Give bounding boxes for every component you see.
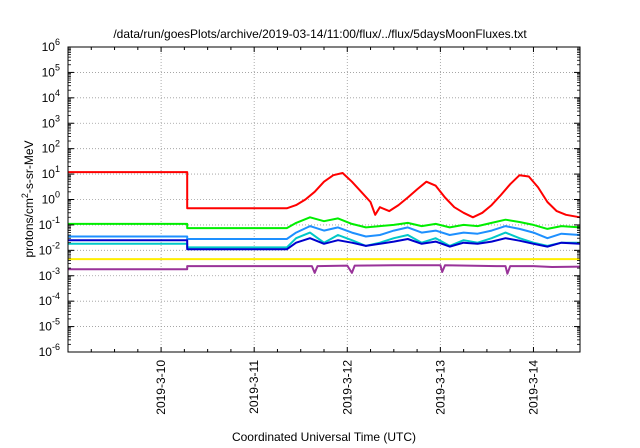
y-axis-label-rest: -s-sr-MeV bbox=[22, 140, 36, 193]
y-tick-base: 10 bbox=[42, 193, 56, 207]
series-line-1 bbox=[68, 171, 581, 219]
y-tick-label: 10-1 bbox=[39, 215, 60, 232]
y-tick-label: 10-3 bbox=[39, 266, 60, 283]
y-tick-label: 10-2 bbox=[39, 240, 60, 257]
y-tick-label: 102 bbox=[42, 139, 60, 156]
y-tick-label: 103 bbox=[42, 113, 60, 130]
y-tick-label: 101 bbox=[42, 164, 60, 181]
y-tick-exp: -5 bbox=[52, 317, 60, 327]
y-axis-label-exp: 2 bbox=[20, 193, 30, 198]
y-tick-label: 105 bbox=[42, 62, 60, 79]
y-tick-exp: -4 bbox=[52, 291, 60, 301]
y-tick-label: 10-4 bbox=[39, 291, 60, 308]
y-tick-base: 10 bbox=[42, 116, 56, 130]
y-tick-exp: -2 bbox=[52, 240, 60, 250]
y-tick-exp: 4 bbox=[55, 88, 60, 98]
y-tick-exp: 1 bbox=[55, 164, 60, 174]
y-tick-exp: 0 bbox=[55, 190, 60, 200]
y-tick-exp: 5 bbox=[55, 62, 60, 72]
y-tick-exp: 3 bbox=[55, 113, 60, 123]
y-tick-exp: -1 bbox=[52, 215, 60, 225]
y-tick-base: 10 bbox=[39, 243, 53, 257]
x-tick-label: 2019-3-13 bbox=[433, 360, 447, 415]
plot-frame bbox=[67, 46, 581, 353]
x-tick-label: 2019-3-14 bbox=[526, 360, 540, 415]
y-tick-label: 106 bbox=[42, 37, 60, 54]
y-tick-base: 10 bbox=[39, 345, 53, 359]
y-tick-base: 10 bbox=[39, 269, 53, 283]
series-line-5 bbox=[68, 237, 581, 251]
axes bbox=[67, 46, 581, 353]
x-tick-label: 2019-3-10 bbox=[154, 360, 168, 415]
y-tick-base: 10 bbox=[39, 294, 53, 308]
x-tick-label: 2019-3-11 bbox=[247, 360, 261, 414]
chart-title: /data/run/goesPlots/archive/2019-03-14/1… bbox=[113, 27, 527, 41]
x-tick-label: 2019-3-12 bbox=[340, 360, 354, 415]
y-tick-base: 10 bbox=[42, 40, 56, 54]
x-tick-labels: 2019-3-10 2019-3-11 2019-3-12 2019-3-13 2019… bbox=[154, 360, 540, 415]
y-tick-exp: -6 bbox=[52, 342, 60, 352]
y-tick-exp: 6 bbox=[55, 37, 60, 47]
y-tick-exp: 2 bbox=[55, 139, 60, 149]
x-axis-label: Coordinated Universal Time (UTC) bbox=[232, 430, 416, 444]
y-tick-base: 10 bbox=[42, 142, 56, 156]
y-tick-label: 100 bbox=[42, 190, 60, 207]
series-line-3 bbox=[68, 231, 580, 249]
y-tick-base: 10 bbox=[42, 65, 56, 79]
y-tick-label: 10-6 bbox=[39, 342, 60, 359]
y-axis-label-base: protons/cm bbox=[22, 198, 36, 257]
y-tick-label: 10-5 bbox=[39, 317, 60, 334]
grid-lines bbox=[68, 47, 580, 352]
y-tick-base: 10 bbox=[42, 91, 56, 105]
y-tick-exp: -3 bbox=[52, 266, 60, 276]
y-tick-labels: 10-610-510-410-310-210-11001011021031041… bbox=[39, 37, 60, 359]
series-line-2 bbox=[68, 216, 581, 230]
series-line-4 bbox=[68, 225, 581, 240]
series-group bbox=[68, 171, 581, 275]
y-tick-base: 10 bbox=[39, 218, 53, 232]
y-tick-base: 10 bbox=[39, 320, 53, 334]
y-tick-label: 104 bbox=[42, 88, 60, 105]
y-tick-base: 10 bbox=[42, 167, 56, 181]
y-axis-label: protons/cm2-s-sr-MeV bbox=[20, 140, 36, 257]
series-line-7 bbox=[68, 264, 581, 275]
